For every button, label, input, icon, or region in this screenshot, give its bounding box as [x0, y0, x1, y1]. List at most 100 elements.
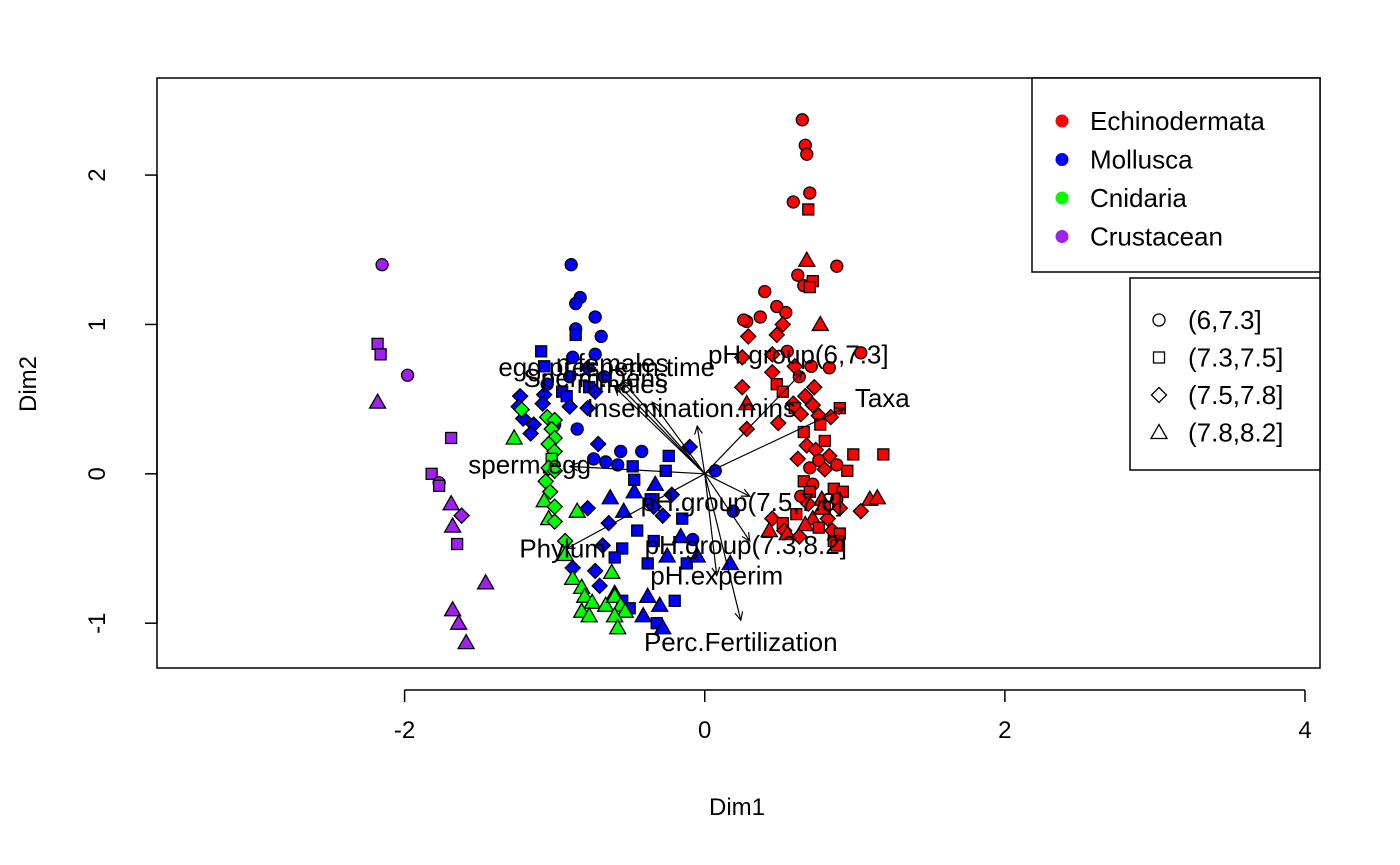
- data-point: [591, 577, 609, 595]
- legend-swatch: [1055, 114, 1069, 128]
- legend-label: (7.5,7.8]: [1188, 380, 1283, 410]
- data-point: [803, 186, 817, 200]
- data-point: [647, 534, 660, 548]
- series-mollusca: [510, 258, 740, 635]
- legend-label: Crustacean: [1090, 222, 1223, 252]
- y-axis-label: Dim2: [15, 356, 42, 412]
- vector-arrow: [696, 425, 706, 474]
- data-point: [797, 250, 816, 267]
- data-point: [626, 460, 639, 473]
- data-point: [774, 316, 792, 333]
- vector-arrowhead: [613, 386, 624, 396]
- data-point: [588, 310, 602, 324]
- y-tick-label: -1: [84, 613, 111, 634]
- vector-label: pH.group(7.3,8.2]: [645, 530, 847, 560]
- data-point: [453, 507, 471, 525]
- vector-arrowhead: [616, 383, 627, 393]
- data-point: [686, 532, 700, 547]
- data-point: [799, 495, 817, 513]
- data-point: [868, 488, 887, 505]
- vector-label: egg.presperm.time: [498, 352, 715, 382]
- data-point: [608, 551, 621, 564]
- data-point: [778, 524, 797, 541]
- vector-label: pH.experim: [650, 560, 783, 590]
- data-point: [556, 545, 575, 562]
- data-point: [769, 414, 787, 432]
- legend-label: Echinodermata: [1090, 106, 1265, 136]
- vector-label: Phylum: [519, 534, 606, 564]
- vector-arrowhead: [565, 540, 576, 550]
- data-point: [802, 203, 815, 216]
- data-point: [841, 464, 854, 477]
- data-point: [594, 329, 608, 344]
- data-point: [442, 494, 461, 511]
- vector-label: n.females: [556, 348, 669, 378]
- data-point: [811, 315, 830, 332]
- legend-swatch: [1055, 230, 1069, 243]
- data-point: [589, 435, 607, 453]
- legend-label: Cnidaria: [1090, 183, 1187, 213]
- data-point: [374, 348, 387, 361]
- data-point: [792, 405, 810, 423]
- data-point: [803, 280, 816, 294]
- data-point: [566, 350, 580, 364]
- data-point: [600, 514, 618, 532]
- vector-arrow: [614, 386, 706, 475]
- vector-arrowhead: [711, 566, 721, 577]
- y-axis: -1 0 1 2: [84, 168, 158, 634]
- data-point: [812, 453, 826, 468]
- data-point: [443, 516, 462, 533]
- data-point: [816, 460, 834, 478]
- data-point: [770, 299, 784, 314]
- data-point: [681, 438, 699, 456]
- vector-arrow: [566, 473, 706, 550]
- data-point: [513, 401, 531, 419]
- data-point: [638, 586, 657, 603]
- vector-label: sperm.egg: [468, 449, 591, 479]
- data-point: [425, 467, 438, 480]
- data-point: [583, 592, 602, 609]
- x-axis: -2 0 2 4: [394, 689, 1312, 744]
- data-point: [753, 310, 767, 324]
- data-point: [546, 513, 564, 531]
- data-point: [368, 392, 387, 409]
- data-point: [505, 428, 524, 445]
- vector-label: Perc.Fertilization: [644, 627, 838, 657]
- data-point: [476, 573, 495, 590]
- data-point: [444, 431, 458, 445]
- data-point: [586, 562, 604, 580]
- data-point: [803, 485, 816, 498]
- legend-swatch: [1055, 191, 1069, 205]
- data-point: [790, 528, 808, 545]
- legend-swatch: [1055, 153, 1069, 166]
- data-point: [634, 606, 653, 623]
- vector-arrowhead: [793, 371, 804, 381]
- color-legend: Echinodermata Mollusca Cnidaria Crustacean: [1031, 77, 1321, 273]
- data-point: [611, 458, 625, 472]
- vector-arrow: [704, 407, 845, 475]
- data-point: [796, 387, 814, 405]
- data-point: [737, 394, 756, 411]
- data-point: [676, 512, 689, 525]
- data-point: [737, 313, 751, 327]
- legend-shape-swatch: [1149, 423, 1169, 440]
- data-point: [792, 370, 806, 384]
- data-point: [763, 510, 781, 528]
- data-point: [733, 348, 751, 366]
- data-point: [738, 420, 756, 438]
- vector-arrow: [704, 473, 718, 576]
- data-point: [534, 395, 552, 413]
- data-point: [800, 147, 814, 161]
- data-point: [795, 113, 809, 127]
- data-point: [760, 521, 779, 538]
- legend-label: (7.8,8.2]: [1188, 418, 1283, 448]
- points-layer: [368, 113, 890, 650]
- data-point: [601, 488, 620, 505]
- legend-label: (6,7.3]: [1188, 305, 1262, 335]
- data-point: [588, 347, 602, 361]
- vector-arrow: [704, 473, 751, 497]
- data-point: [563, 370, 577, 384]
- data-point: [625, 482, 644, 499]
- vector-label: pH.group(7.5,7.8]: [641, 487, 843, 517]
